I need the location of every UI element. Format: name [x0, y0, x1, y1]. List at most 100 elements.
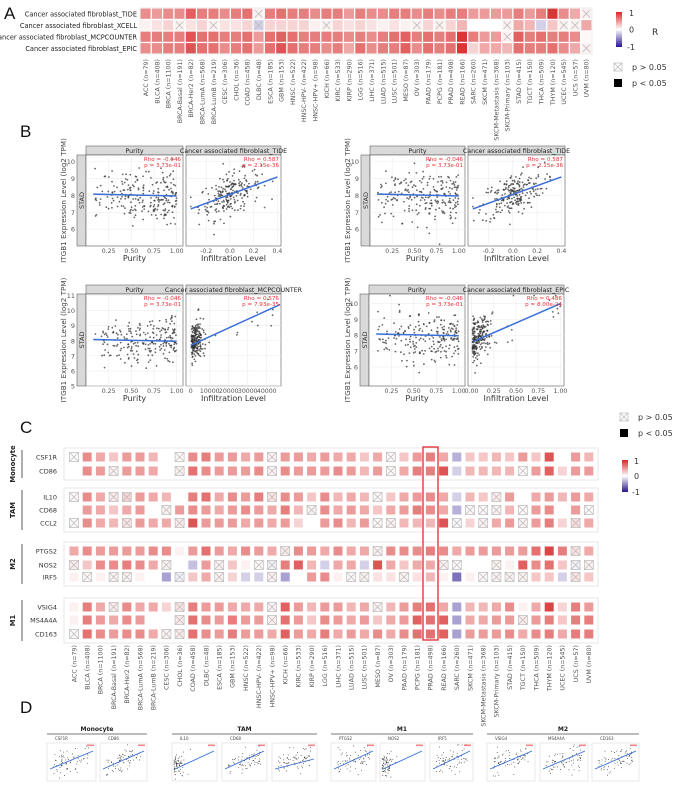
heatmap-cell: [455, 30, 469, 44]
ns-cross-line: [584, 505, 594, 515]
heatmap-cell: [241, 492, 251, 502]
scatter-point: [472, 327, 475, 329]
heatmap-cell: [534, 41, 548, 55]
scatter-point: [256, 174, 259, 177]
scatter-point: [617, 764, 619, 766]
scatter-point: [165, 197, 168, 200]
scatter-point: [231, 175, 234, 177]
scatter-point: [449, 214, 452, 217]
scatter-point: [476, 352, 479, 355]
ns-cross-line: [559, 21, 568, 30]
scatter-point: [161, 171, 164, 174]
scatter-point: [631, 757, 633, 759]
heatmap-cell: [452, 505, 462, 515]
scatter-point: [463, 748, 465, 750]
scatter-point: [208, 198, 210, 201]
heatmap-cell: [546, 18, 559, 32]
scatter-point: [383, 759, 384, 761]
scatter-point: [169, 334, 172, 337]
heatmap-cell: [373, 615, 383, 625]
scatter-point: [422, 188, 425, 190]
scatter-point: [112, 330, 115, 333]
scatter-point: [438, 243, 441, 246]
scatter-point: [512, 189, 515, 192]
scatter-point: [239, 764, 241, 766]
scatter-point: [225, 208, 228, 210]
heatmap-cell: [534, 7, 548, 21]
scatter-point: [559, 305, 562, 308]
scatter-point: [202, 331, 205, 334]
scatter-point: [130, 206, 133, 209]
scatter-point: [519, 749, 521, 751]
scatter-point: [434, 218, 436, 221]
scatter-point: [259, 753, 260, 755]
x-tick-label: 0.0: [508, 248, 518, 255]
scatter-point: [175, 770, 177, 772]
scatter-point: [384, 212, 386, 215]
scatter-point: [199, 342, 202, 344]
p-annotation: p = 3.73e-01: [144, 163, 181, 169]
scatter-point: [405, 338, 407, 341]
scatter-point: [510, 329, 513, 331]
ns-cross-line: [412, 21, 421, 30]
scatter-point: [173, 217, 175, 219]
scatter-point: [119, 349, 122, 352]
scatter-point: [183, 759, 185, 761]
scatter-point: [241, 197, 244, 199]
heatmap-cell: [95, 572, 105, 582]
heatmap-cell: [425, 492, 435, 502]
scatter-point: [339, 771, 341, 772]
scatter-point: [357, 754, 359, 756]
scatter-point: [448, 187, 451, 189]
scatter-point: [174, 315, 177, 318]
scatter-point: [448, 759, 450, 761]
heatmap-cell: [433, 41, 446, 55]
scatter-point: [238, 756, 240, 758]
scatter-point: [499, 761, 501, 763]
scatter-point: [127, 768, 129, 770]
scatter-point: [601, 759, 603, 761]
scatter-point: [409, 314, 412, 317]
scatter-point: [565, 761, 567, 763]
scatter-point: [413, 184, 415, 187]
scatter-point: [163, 217, 165, 220]
scatter-point: [504, 193, 506, 195]
scatter-point: [496, 752, 498, 753]
scatter-point: [475, 364, 478, 367]
scatter-point: [127, 345, 130, 348]
column-label: ACC (n=79): [143, 59, 150, 96]
fit-line: [274, 758, 315, 770]
heatmap-cell: [241, 18, 254, 32]
scatter-point: [357, 774, 359, 776]
scatter-point: [456, 348, 459, 350]
scatter-point: [233, 172, 236, 175]
heatmap-cell: [331, 30, 345, 44]
heatmap-cell: [69, 466, 79, 476]
heatmap-cell: [531, 629, 541, 639]
ns-cross-line: [175, 21, 184, 30]
heatmap-cell: [439, 452, 449, 462]
column-label: LGG (n=516): [322, 645, 329, 686]
heatmap-cell: [214, 505, 224, 515]
scatter-point: [449, 201, 452, 204]
scatter-point: [383, 348, 386, 351]
scatter-point: [466, 758, 468, 760]
scatter-point: [448, 197, 451, 200]
heatmap-cell: [373, 572, 383, 582]
scatter-point: [279, 762, 281, 764]
scatter-point: [232, 759, 234, 761]
ns-cross-line: [518, 505, 528, 515]
scatter-point: [430, 350, 433, 352]
scatter-point: [385, 339, 387, 342]
ns-cross-line: [582, 44, 591, 53]
x-tick-label: -0.2: [200, 248, 212, 255]
heatmap-cell: [425, 615, 435, 625]
scatter-point: [175, 758, 177, 760]
scatter-point: [628, 756, 630, 758]
x-tick-label: 0.75: [147, 248, 161, 255]
heatmap-cell: [280, 572, 290, 582]
scatter-point: [300, 773, 302, 775]
x-tick-label: 0.50: [408, 248, 422, 255]
scatter-point: [380, 183, 382, 186]
y-tick-label: 8: [71, 337, 75, 345]
